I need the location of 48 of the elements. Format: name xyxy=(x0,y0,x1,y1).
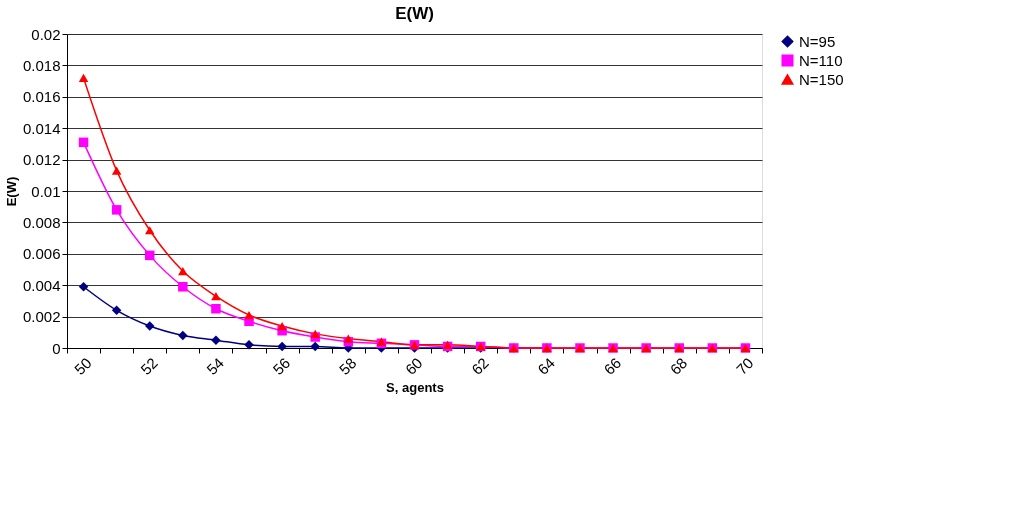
point xyxy=(111,166,122,175)
y-tick-label: 0.018 xyxy=(22,56,61,74)
point xyxy=(145,226,155,235)
y-tick-label: 0.014 xyxy=(22,119,61,137)
point xyxy=(111,305,122,316)
y-tick-label: 0.006 xyxy=(22,245,61,263)
point xyxy=(310,329,320,338)
y-tick-label: 0.002 xyxy=(22,308,61,326)
point xyxy=(244,310,254,320)
point xyxy=(211,304,221,314)
y-tick-label: 0.004 xyxy=(22,276,61,294)
point xyxy=(178,330,188,341)
point xyxy=(310,341,320,352)
legend-label: N=95 xyxy=(799,32,836,50)
point xyxy=(277,341,287,352)
point xyxy=(111,205,122,215)
legend-label: N=110 xyxy=(799,51,843,69)
x-tick-label: 62 xyxy=(467,354,492,378)
x-tick-label: 58 xyxy=(335,354,360,378)
x-tick-label: 70 xyxy=(732,354,757,378)
x-tick-label: 68 xyxy=(666,354,691,378)
x-tick-label: 54 xyxy=(203,354,228,378)
point xyxy=(211,292,221,301)
point xyxy=(78,73,89,83)
point xyxy=(145,321,155,331)
y-tick-label: 0.02 xyxy=(31,25,61,43)
x-tick-label: 56 xyxy=(269,354,294,378)
x-tick-label: 52 xyxy=(137,354,161,378)
point xyxy=(343,334,354,343)
point xyxy=(145,250,155,261)
point xyxy=(78,282,89,292)
y-axis-title: E(W) xyxy=(3,176,19,207)
x-axis-title: S, agents xyxy=(386,379,444,395)
legend-label: N=150 xyxy=(799,70,844,88)
point xyxy=(178,282,188,292)
point xyxy=(78,137,89,148)
point xyxy=(178,266,188,276)
y-tick-label: 0.01 xyxy=(31,182,61,200)
x-tick-label: 64 xyxy=(534,354,558,378)
y-tick-label: 0.012 xyxy=(22,151,61,169)
x-tick-label: 50 xyxy=(70,354,95,378)
point xyxy=(277,321,287,331)
x-tick-label: 60 xyxy=(401,354,426,378)
x-tick-label: 66 xyxy=(600,354,625,378)
y-tick-label: 0.008 xyxy=(22,213,61,231)
y-tick-label: 0.016 xyxy=(22,88,61,106)
y-tick-label: 0 xyxy=(52,339,61,357)
chart-title: E(W) xyxy=(395,4,434,23)
